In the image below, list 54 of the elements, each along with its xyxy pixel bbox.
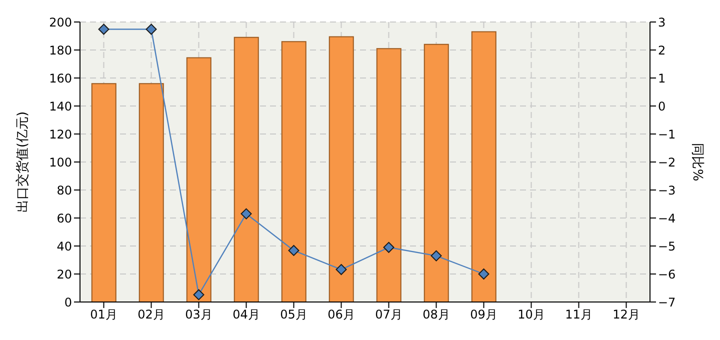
bar (138, 83, 164, 302)
x-tick-label: 12月 (612, 308, 640, 322)
y2-tick-label: −4 (658, 211, 676, 226)
y2-tick-label: 0 (658, 99, 666, 114)
x-tick-label: 03月 (185, 308, 212, 322)
x-tick-label: 07月 (375, 308, 402, 322)
y2-tick-label: 2 (658, 43, 666, 58)
point (193, 289, 204, 300)
bar (376, 48, 402, 302)
x-tick-label: 05月 (280, 308, 308, 322)
x-tick-label: 10月 (518, 308, 545, 322)
x-tick-label: 09月 (470, 308, 498, 322)
x-tick-label: 02月 (138, 308, 165, 322)
y-tick-label: 40 (56, 239, 72, 254)
y2-tick-label: −6 (658, 267, 676, 282)
x-tick-label: 01月 (90, 308, 118, 322)
y2-tick-label: −5 (658, 239, 676, 254)
x-tick-label: 08月 (422, 308, 450, 322)
y-tick-label: 20 (56, 267, 72, 282)
y-tick-label: 160 (49, 71, 72, 86)
point (98, 24, 110, 35)
point (288, 244, 300, 256)
y-tick-label: 100 (49, 155, 72, 170)
bar (91, 83, 116, 302)
y2-tick-label: 3 (658, 15, 666, 30)
bar (471, 31, 496, 302)
y2-tick-label: −3 (658, 183, 676, 198)
y-tick-label: 180 (49, 43, 72, 58)
point (146, 24, 157, 35)
y2-tick-label: −1 (658, 127, 676, 142)
y2-tick-label: −2 (658, 155, 676, 170)
y-tick-label: 60 (56, 211, 72, 226)
y-tick-label: 80 (56, 183, 72, 198)
y-tick-label: 120 (49, 127, 72, 142)
bar (424, 44, 449, 302)
x-tick-label: 06月 (328, 308, 355, 322)
point (478, 268, 490, 280)
y-tick-label: 200 (49, 15, 72, 30)
point (430, 250, 442, 262)
bar (328, 36, 354, 302)
point (383, 242, 394, 253)
y-axis-title: 出口交货值(亿元) (14, 111, 31, 213)
bar (186, 57, 212, 302)
y-tick-label: 140 (49, 99, 72, 114)
x-tick-label: 04月 (232, 308, 260, 322)
point (240, 208, 252, 220)
x-tick-label: 11月 (565, 308, 592, 322)
bar (234, 36, 259, 302)
y-tick-label: 0 (64, 295, 72, 310)
y2-tick-label: −7 (658, 295, 676, 310)
y2-axis-title: 同比% (689, 142, 704, 182)
bar (281, 41, 306, 302)
point (336, 264, 347, 276)
y2-tick-label: 1 (658, 71, 666, 86)
